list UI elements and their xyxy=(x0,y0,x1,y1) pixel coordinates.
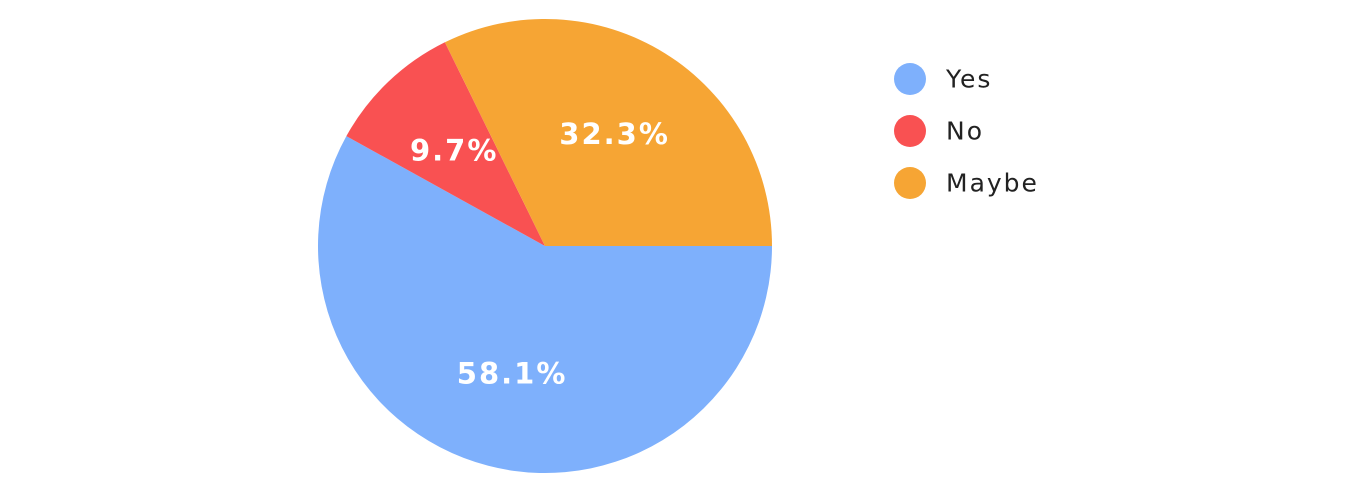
pie-slice-yes xyxy=(317,136,772,474)
legend-swatch-maybe xyxy=(894,167,926,199)
pie-slices xyxy=(317,19,772,474)
slice-label-no: 9.7% xyxy=(410,134,498,168)
legend-label-no: No xyxy=(946,117,984,146)
pie-slice-no xyxy=(346,42,545,247)
legend: Yes No Maybe xyxy=(894,63,1039,199)
legend-label-maybe: Maybe xyxy=(946,169,1039,198)
legend-label-yes: Yes xyxy=(945,65,992,94)
legend-swatch-no xyxy=(894,115,926,147)
pie-slice-labels: 58.1% 9.7% 32.3% xyxy=(410,117,670,391)
slice-label-maybe: 32.3% xyxy=(559,117,670,151)
slice-label-yes: 58.1% xyxy=(457,357,568,391)
legend-swatch-yes xyxy=(894,63,926,95)
pie-slice-maybe xyxy=(444,19,772,246)
